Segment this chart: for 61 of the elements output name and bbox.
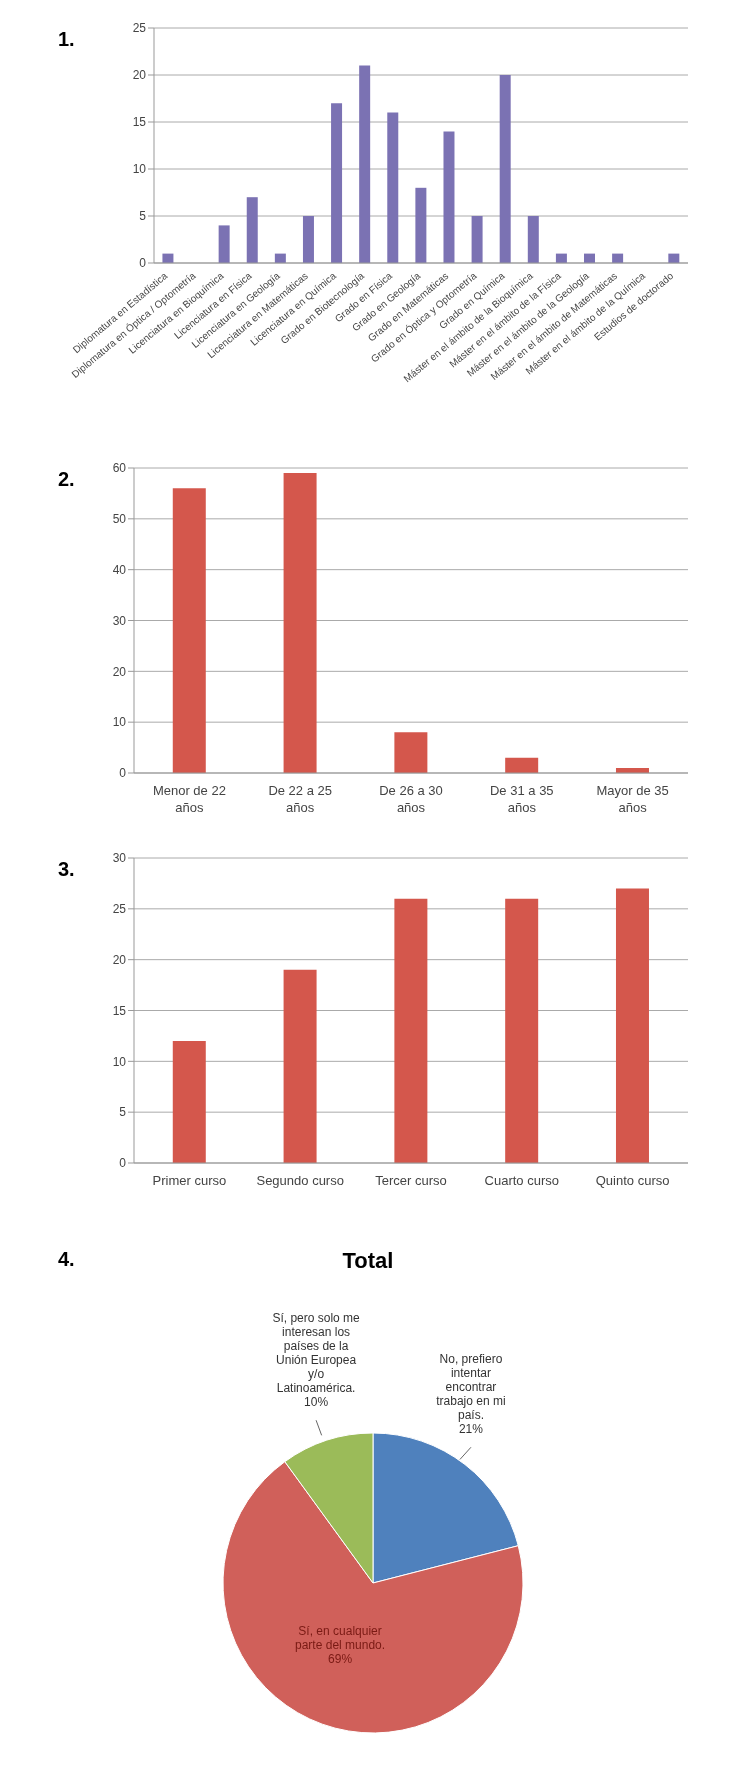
y-tick-label: 30 xyxy=(112,613,127,628)
data-label: 69% xyxy=(328,1651,353,1666)
text: 2. xyxy=(58,468,75,491)
bar xyxy=(505,898,539,1163)
y-tick-label: 5 xyxy=(139,209,147,224)
bar xyxy=(443,131,455,263)
y-tick-label: 15 xyxy=(132,115,147,130)
bar xyxy=(394,898,428,1163)
chart-title: Total xyxy=(342,1248,394,1273)
text: 1. xyxy=(58,28,75,51)
slice-label: No, prefiero intentar encontrar trabajo en mi país. xyxy=(436,1352,506,1423)
bar xyxy=(505,757,539,773)
x-tick-label: Mayor de 35 años xyxy=(596,783,669,815)
text: 4. xyxy=(58,1248,75,1271)
y-tick-label: 40 xyxy=(112,562,127,577)
bar xyxy=(499,75,511,263)
y-tick-label: 0 xyxy=(119,1156,127,1171)
data-label: 10% xyxy=(304,1395,329,1410)
y-tick-label: 25 xyxy=(132,21,147,36)
y-tick-label: 20 xyxy=(132,68,147,83)
bar xyxy=(471,216,483,263)
bar xyxy=(218,225,230,263)
bar xyxy=(615,888,649,1163)
y-tick-label: 60 xyxy=(112,461,127,476)
x-tick-label: De 31 a 35 años xyxy=(490,783,554,815)
x-tick-label: De 22 a 25 años xyxy=(268,783,332,815)
y-tick-label: 5 xyxy=(119,1105,127,1120)
x-tick-label: Menor de 22 años xyxy=(152,783,226,815)
bar xyxy=(387,112,399,263)
x-tick-label: Segundo curso xyxy=(256,1173,344,1188)
bar xyxy=(527,216,539,263)
bar xyxy=(172,488,206,773)
x-tick-label: Cuarto curso xyxy=(484,1173,560,1188)
y-tick-label: 20 xyxy=(112,664,127,679)
y-tick-label: 10 xyxy=(112,1054,127,1069)
y-tick-label: 15 xyxy=(112,1003,127,1018)
bar xyxy=(359,65,371,263)
y-tick-label: 0 xyxy=(139,256,147,271)
bar xyxy=(246,197,258,263)
y-tick-label: 0 xyxy=(119,766,127,781)
text: 3. xyxy=(58,858,75,881)
y-tick-label: 50 xyxy=(112,512,127,527)
slice-label: Sí, en cualquier parte del mundo. xyxy=(295,1623,386,1652)
x-tick-label: Primer curso xyxy=(152,1173,227,1188)
bar xyxy=(415,187,427,263)
bar xyxy=(331,103,343,263)
bar xyxy=(283,473,317,773)
y-tick-label: 10 xyxy=(132,162,147,177)
bar xyxy=(172,1041,206,1163)
bar xyxy=(302,216,314,263)
bar xyxy=(394,732,428,773)
x-tick-label: De 26 a 30 años xyxy=(379,783,443,815)
y-tick-label: 30 xyxy=(112,851,127,866)
slice-label: Sí, pero solo me interesan los países de la Unión Europea y/o Latinoamérica. xyxy=(272,1311,361,1396)
bar xyxy=(283,969,317,1163)
data-label: 21% xyxy=(458,1422,484,1437)
y-tick-label: 10 xyxy=(112,715,127,730)
x-tick-label: Tercer curso xyxy=(375,1173,447,1188)
y-tick-label: 20 xyxy=(112,952,127,967)
y-tick-label: 25 xyxy=(112,902,127,917)
x-tick-label: Quinto curso xyxy=(595,1173,670,1188)
